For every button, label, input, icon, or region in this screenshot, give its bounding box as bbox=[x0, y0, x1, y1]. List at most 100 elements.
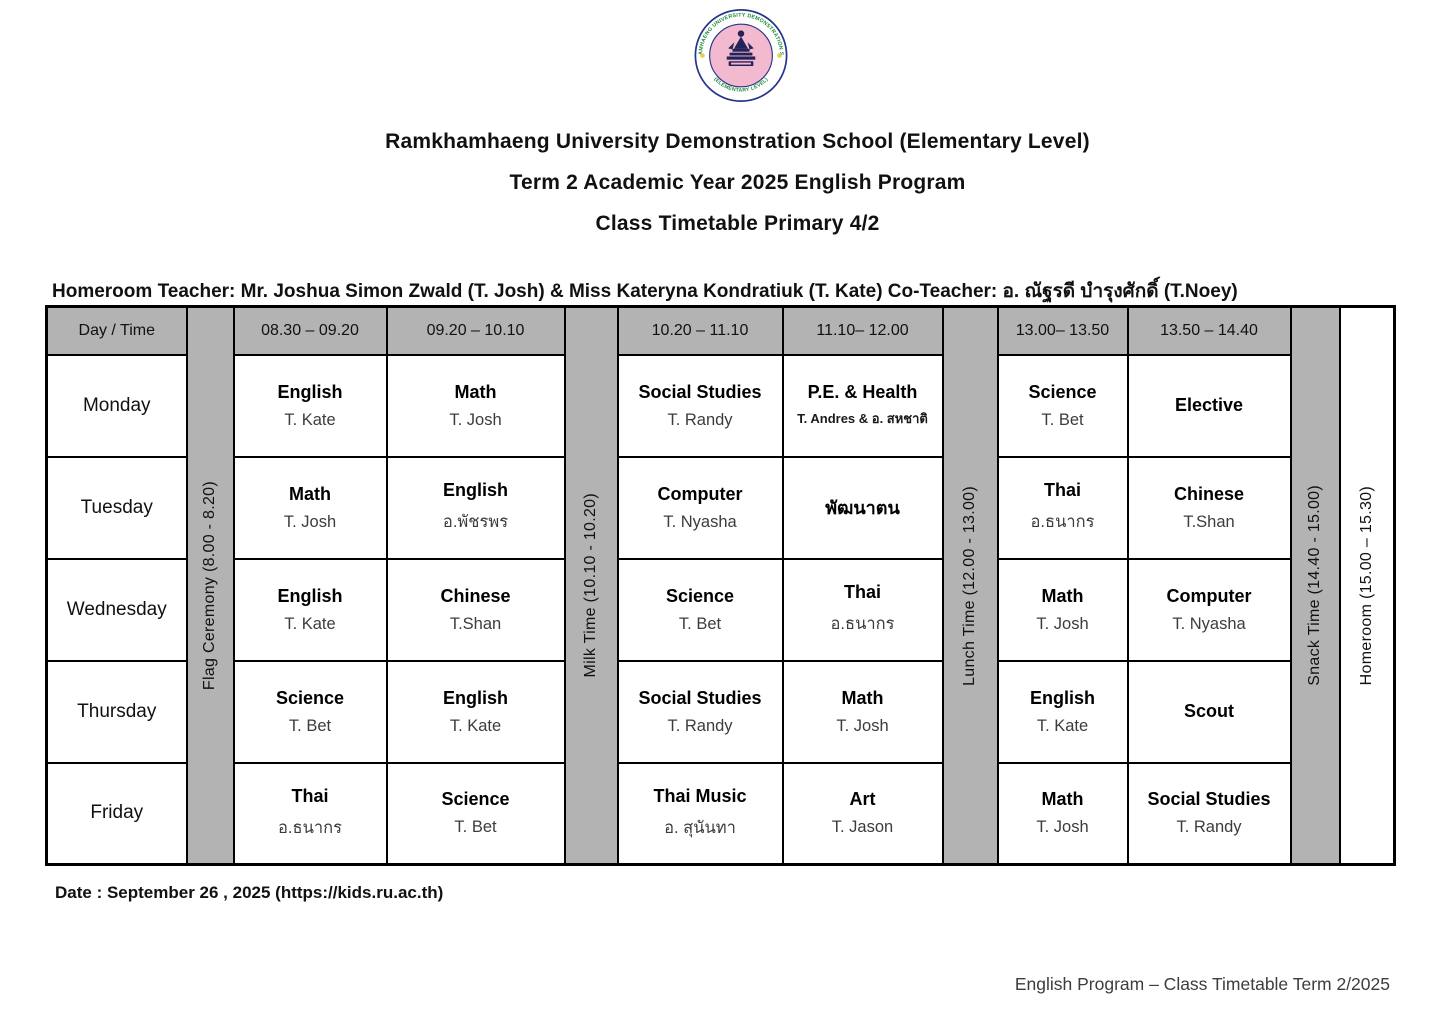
row-wednesday: Wednesday English T. Kate Chinese T.Shan S… bbox=[45, 557, 1395, 662]
teacher-label: T. Josh bbox=[449, 410, 502, 429]
class-cell: P.E. & Health T. Andres & อ. สหชาติ bbox=[781, 353, 944, 458]
snack-time-label: Snack Time (14.40 - 15.00) bbox=[1306, 485, 1323, 686]
class-cell: Social Studies T. Randy bbox=[1126, 761, 1292, 866]
teacher-label: T. Kate bbox=[1036, 716, 1089, 735]
class-cell: Thai Music อ. สุนันทา bbox=[616, 761, 784, 866]
homeroom-band: Homeroom (15.00 – 15.30) bbox=[1338, 305, 1396, 866]
teacher-label: T. Kate bbox=[284, 410, 336, 429]
time-header-5: 13.00– 13.50 bbox=[996, 305, 1129, 356]
class-cell: Computer T. Nyasha bbox=[1126, 557, 1292, 662]
class-cell: Chinese T.Shan bbox=[1126, 455, 1292, 560]
teacher-label: อ.พัชรพร bbox=[442, 513, 509, 531]
subject-label: Math bbox=[454, 381, 497, 402]
logo-star-left-icon bbox=[700, 53, 705, 58]
teacher-label: อ.ธนากร bbox=[830, 615, 895, 633]
footer-text: English Program – Class Timetable Term 2… bbox=[1014, 974, 1390, 994]
subject-label: Art bbox=[849, 789, 876, 810]
teacher-label: T. Josh bbox=[1036, 614, 1089, 633]
milk-time-label: Milk Time (10.10 - 10.20) bbox=[582, 493, 599, 678]
day-label: Wednesday bbox=[45, 557, 188, 662]
subject-label: Science bbox=[441, 789, 510, 810]
class-cell: Science T. Bet bbox=[385, 761, 566, 866]
school-logo: RAMKHAMHAENG UNIVERSITY DEMONSTRATION SC… bbox=[691, 4, 790, 103]
subject-label: Math bbox=[289, 483, 331, 504]
document-titles: Ramkhamhaeng University Demonstration Sc… bbox=[19, 130, 1437, 253]
subject-label: Elective bbox=[1174, 395, 1244, 415]
class-cell: Math T. Josh bbox=[385, 353, 566, 458]
teacher-label: อ.ธนากร bbox=[278, 818, 342, 837]
homeroom-label: Homeroom (15.00 – 15.30) bbox=[1357, 485, 1375, 686]
class-cell: พัฒนาตน bbox=[781, 455, 944, 560]
class-cell: Chinese T.Shan bbox=[385, 557, 566, 662]
subject-label: P.E. & Health bbox=[807, 382, 918, 402]
subject-label: Computer bbox=[1166, 585, 1252, 606]
title-school: Ramkhamhaeng University Demonstration Sc… bbox=[385, 130, 1090, 153]
time-header-1: 08.30 – 09.20 bbox=[232, 305, 388, 356]
subject-label: พัฒนาตน bbox=[825, 498, 900, 518]
teacher-label: T. Josh bbox=[1036, 818, 1089, 837]
teacher-label: T. Kate bbox=[449, 716, 502, 735]
class-cell: Social Studies T. Randy bbox=[616, 659, 784, 764]
title-class: Class Timetable Primary 4/2 bbox=[595, 212, 880, 235]
header-row: Day / Time Flag Ceremony (8.00 - 8.20) 0… bbox=[45, 305, 1396, 866]
day-label: Monday bbox=[45, 353, 188, 458]
class-cell: English อ.พัชรพร bbox=[385, 455, 566, 560]
teacher-label: T. Nyasha bbox=[663, 512, 737, 531]
class-cell: Math T. Josh bbox=[996, 557, 1129, 662]
snack-time-band: Snack Time (14.40 - 15.00) bbox=[1289, 305, 1341, 866]
class-cell: Social Studies T. Randy bbox=[616, 353, 784, 458]
corner-header: Day / Time bbox=[45, 305, 188, 356]
teacher-label: T. Randy bbox=[667, 716, 733, 735]
school-emblem-icon: RAMKHAMHAENG UNIVERSITY DEMONSTRATION SC… bbox=[691, 4, 788, 102]
flag-ceremony-label: Flag Ceremony (8.00 - 8.20) bbox=[201, 480, 218, 691]
subject-label: Math bbox=[1041, 585, 1084, 606]
class-cell: Elective bbox=[1126, 353, 1292, 458]
subject-label: English bbox=[442, 687, 508, 708]
class-cell: English T. Kate bbox=[232, 557, 388, 662]
teacher-label: T. Jason bbox=[831, 818, 894, 837]
time-header-3: 10.20 – 11.10 bbox=[616, 305, 784, 356]
subject-label: Computer bbox=[657, 483, 743, 504]
title-term: Term 2 Academic Year 2025 English Progra… bbox=[509, 171, 966, 194]
row-tuesday: Tuesday Math T. Josh English อ.พัชรพร Comp… bbox=[45, 455, 1395, 560]
timetable: Day / Time Flag Ceremony (8.00 - 8.20) 0… bbox=[45, 305, 1396, 866]
class-cell: English T. Kate bbox=[232, 353, 388, 458]
teacher-label: อ. สุนันทา bbox=[664, 818, 736, 837]
teacher-label: T. Randy bbox=[667, 410, 733, 429]
class-cell: English T. Kate bbox=[996, 659, 1129, 764]
lunch-time-band: Lunch Time (12.00 - 13.00) bbox=[941, 305, 999, 866]
time-header-6: 13.50 – 14.40 bbox=[1126, 305, 1292, 356]
teacher-label: T. Bet bbox=[1041, 410, 1084, 429]
class-cell: Math T. Josh bbox=[996, 761, 1129, 866]
class-cell: Science T. Bet bbox=[996, 353, 1129, 458]
class-cell: Thai อ.ธนากร bbox=[781, 557, 944, 662]
teacher-label: อ.ธนากร bbox=[1030, 513, 1095, 531]
teacher-label: T. Andres & อ. สหชาติ bbox=[797, 411, 928, 426]
teacher-label: T. Randy bbox=[1176, 818, 1242, 837]
subject-label: Science bbox=[275, 687, 345, 708]
class-cell: Computer T. Nyasha bbox=[616, 455, 784, 560]
day-label: Friday bbox=[45, 761, 188, 866]
teacher-label: T.Shan bbox=[1183, 512, 1235, 531]
row-monday: Monday English T. Kate Math T. Josh Social… bbox=[45, 353, 1395, 458]
milk-time-band: Milk Time (10.10 - 10.20) bbox=[563, 305, 619, 866]
teacher-label: T. Bet bbox=[288, 716, 332, 735]
subject-label: English bbox=[442, 480, 508, 500]
teacher-label: T. Kate bbox=[284, 614, 336, 633]
teacher-label: T. Nyasha bbox=[1172, 614, 1246, 633]
row-thursday: Thursday Science T. Bet English T. Kate So… bbox=[45, 659, 1395, 764]
date-line: Date : September 26 , 2025 (https://kids… bbox=[55, 883, 444, 902]
subject-label: English bbox=[1029, 687, 1095, 708]
subject-label: English bbox=[277, 381, 343, 402]
subject-label: Thai bbox=[291, 785, 329, 806]
logo-star-right-icon bbox=[777, 53, 782, 58]
subject-label: Social Studies bbox=[638, 381, 762, 402]
class-cell: Thai อ.ธนากร bbox=[996, 455, 1129, 560]
teacher-label: T. Josh bbox=[836, 716, 889, 735]
class-cell: Math T. Josh bbox=[232, 455, 388, 560]
subject-label: Chinese bbox=[440, 585, 511, 606]
time-header-4: 11.10– 12.00 bbox=[781, 305, 944, 356]
subject-label: Thai bbox=[843, 582, 881, 602]
subject-label: Thai Music bbox=[653, 785, 747, 806]
class-cell: Science T. Bet bbox=[232, 659, 388, 764]
